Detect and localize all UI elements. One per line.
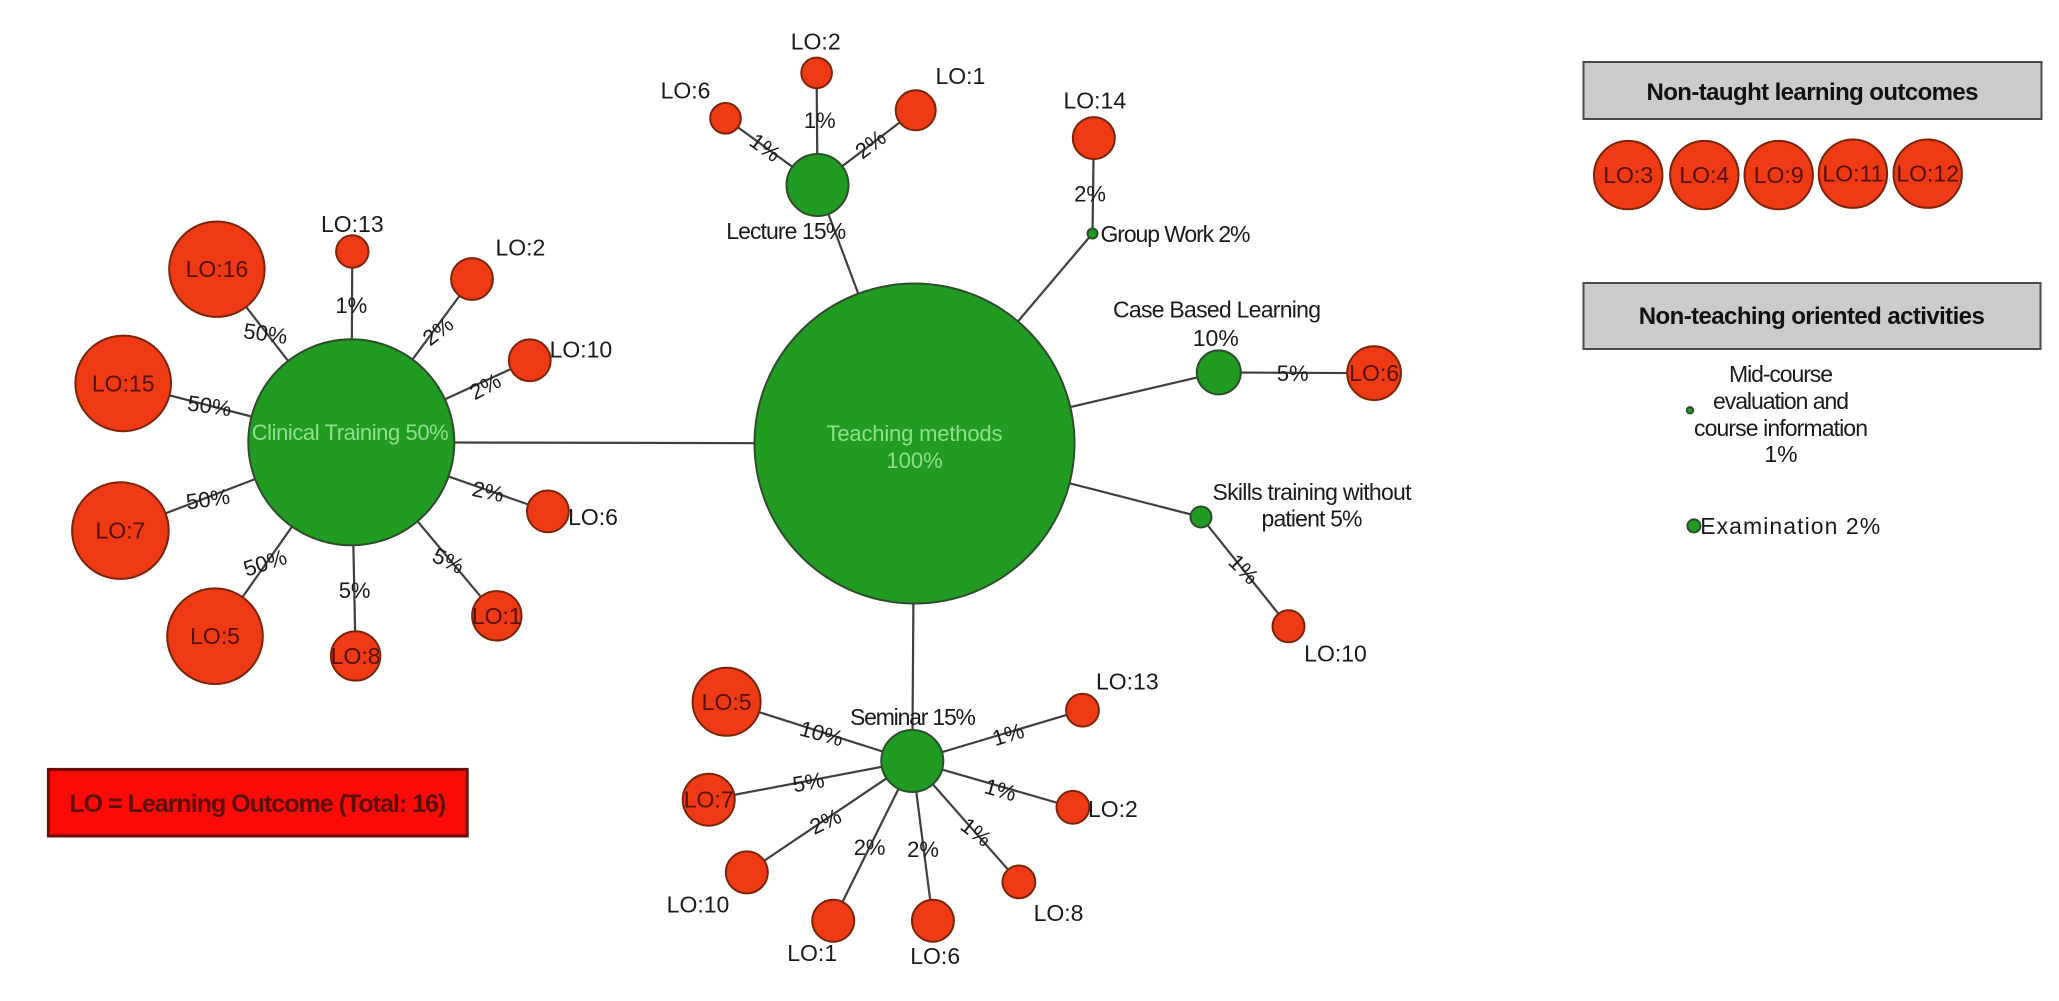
svg-text:Teaching methods: Teaching methods: [827, 421, 1003, 446]
svg-text:LO:14: LO:14: [1063, 88, 1126, 114]
svg-text:Non-teaching oriented activiti: Non-teaching oriented activities: [1639, 303, 1985, 330]
svg-text:5%: 5%: [791, 767, 827, 797]
svg-text:LO:6: LO:6: [661, 78, 711, 104]
svg-text:Mid-course: Mid-course: [1729, 361, 1833, 387]
svg-text:50%: 50%: [186, 390, 233, 421]
svg-text:Lecture 15%: Lecture 15%: [726, 218, 846, 244]
svg-text:LO:6: LO:6: [568, 504, 618, 530]
svg-text:LO:10: LO:10: [550, 336, 613, 362]
svg-text:LO:9: LO:9: [1754, 162, 1804, 188]
svg-text:LO:5: LO:5: [190, 623, 240, 649]
svg-text:LO:8: LO:8: [1034, 900, 1084, 926]
svg-text:LO:13: LO:13: [1096, 669, 1159, 695]
svg-text:LO:5: LO:5: [702, 689, 752, 715]
svg-text:LO:7: LO:7: [95, 518, 145, 544]
svg-text:5%: 5%: [339, 578, 371, 603]
svg-text:1%: 1%: [804, 108, 836, 133]
svg-text:10%: 10%: [1193, 325, 1239, 351]
svg-text:LO:1: LO:1: [472, 603, 522, 629]
svg-text:100%: 100%: [886, 448, 942, 473]
svg-text:LO:12: LO:12: [1896, 161, 1959, 187]
svg-text:course information: course information: [1694, 415, 1868, 441]
svg-text:LO:8: LO:8: [331, 643, 381, 669]
svg-text:2%: 2%: [1074, 181, 1106, 206]
svg-text:Case Based Learning: Case Based Learning: [1113, 296, 1321, 322]
svg-text:LO:6: LO:6: [1349, 360, 1399, 386]
svg-text:5%: 5%: [1277, 361, 1309, 386]
svg-text:LO:1: LO:1: [935, 63, 985, 89]
svg-text:LO:1: LO:1: [787, 940, 837, 966]
svg-text:LO:13: LO:13: [321, 211, 384, 237]
svg-text:LO:16: LO:16: [186, 256, 249, 282]
svg-text:LO = Learning Outcome (Total:: LO = Learning Outcome (Total: 16): [69, 790, 446, 818]
svg-text:LO:10: LO:10: [1304, 641, 1367, 667]
svg-text:1%: 1%: [1764, 441, 1797, 467]
svg-text:Group Work 2%: Group Work 2%: [1101, 221, 1251, 247]
svg-text:1%: 1%: [335, 293, 367, 318]
svg-text:2%: 2%: [907, 837, 939, 862]
svg-text:LO:6: LO:6: [910, 943, 960, 969]
svg-text:evaluation and: evaluation and: [1713, 388, 1849, 414]
svg-text:patient 5%: patient 5%: [1262, 506, 1363, 532]
svg-text:LO:15: LO:15: [92, 370, 155, 396]
svg-text:LO:11: LO:11: [1822, 161, 1883, 187]
svg-text:Non-taught learning outcomes: Non-taught learning outcomes: [1647, 79, 1979, 106]
svg-text:Clinical Training 50%: Clinical Training 50%: [252, 420, 449, 445]
svg-text:Skills training without: Skills training without: [1213, 479, 1413, 505]
svg-text:LO:7: LO:7: [684, 787, 734, 813]
svg-text:Examination 2%: Examination 2%: [1700, 513, 1880, 539]
svg-text:LO:3: LO:3: [1603, 162, 1653, 188]
svg-text:2%: 2%: [854, 835, 886, 860]
svg-text:50%: 50%: [184, 484, 231, 515]
svg-text:LO:2: LO:2: [791, 29, 841, 55]
svg-text:LO:10: LO:10: [667, 892, 730, 918]
svg-text:LO:2: LO:2: [1088, 796, 1138, 822]
svg-text:LO:4: LO:4: [1679, 162, 1729, 188]
svg-text:Seminar 15%: Seminar 15%: [850, 704, 976, 730]
svg-text:50%: 50%: [242, 318, 289, 349]
svg-text:LO:2: LO:2: [495, 235, 545, 261]
